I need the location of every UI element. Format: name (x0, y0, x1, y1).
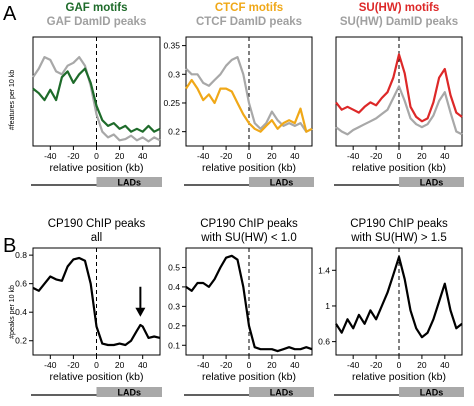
series-line (185, 254, 313, 353)
chart-title: SU(HW) motifs (359, 2, 440, 14)
x-tick-label: 40 (440, 151, 450, 161)
x-tick-label: 20 (115, 360, 125, 370)
x-tick-label: -40 (347, 151, 360, 161)
x-tick-label: 40 (138, 151, 148, 161)
lads-box (249, 177, 314, 187)
series-line (32, 256, 161, 347)
lads-label: LADs (117, 388, 141, 398)
series-line (185, 78, 313, 133)
x-tick-label: 0 (397, 151, 402, 161)
x-tick-label: 0 (94, 360, 99, 370)
x-tick-label: 40 (440, 360, 450, 370)
lads-label: LADs (117, 178, 141, 188)
chart-ctcf: CTCF motifs CTCF DamID peaks -40 -20 0 20 40 0.… (163, 2, 314, 188)
x-tick-label: -20 (220, 151, 233, 161)
chart-subtitle: SU(HW) DamID peaks (340, 16, 458, 28)
chart-subtitle: with SU(HW) < 1.0 (200, 232, 297, 244)
y-tick-label: 0.6 (318, 337, 330, 347)
x-tick-label: -20 (220, 360, 233, 370)
y-tick-label: 0.2 (168, 127, 180, 137)
series-line (32, 67, 161, 133)
chart-title: CTCF motifs (215, 2, 283, 14)
y-tick-label: 0.2 (15, 336, 27, 346)
series-line (32, 55, 161, 143)
series-line (335, 255, 463, 339)
x-tick-label: 40 (138, 360, 148, 370)
x-tick-label: 40 (290, 360, 300, 370)
x-tick-label: 40 (290, 151, 300, 161)
x-tick-label: 0 (247, 151, 252, 161)
x-axis-label: relative position (kb) (202, 162, 296, 174)
chart-cp190-suhw-gt: CP190 ChIP peaks with SU(HW) > 1.5 -40 -20 0… (318, 218, 464, 398)
x-tick-label: 0 (94, 151, 99, 161)
chart-suhw: SU(HW) motifs SU(HW) DamID peaks -40 -20 0 20… (334, 2, 464, 188)
chart-title: CP190 ChIP peaks (48, 218, 146, 230)
chart-title: CP190 ChIP peaks (200, 218, 298, 230)
x-tick-label: -40 (197, 151, 210, 161)
chart-cp190-all: CP190 ChIP peaks all -40 -20 0 20 40 0.2 0.4 0.6 0… (15, 218, 162, 398)
chart-title: GAF motifs (66, 2, 128, 14)
x-tick-label: -20 (67, 151, 80, 161)
y-axis-label-a: #features per 10 kb (9, 70, 16, 130)
y-tick-label: 0.3 (168, 301, 180, 311)
y-tick-label: 0.25 (163, 98, 180, 108)
y-tick-label: 0.2 (168, 321, 180, 331)
y-tick-label: 1.4 (318, 265, 330, 275)
lads-label: LADs (420, 388, 444, 398)
chart-subtitle: with SU(HW) > 1.5 (350, 232, 447, 244)
x-tick-label: -40 (197, 360, 210, 370)
x-tick-label: -40 (44, 151, 57, 161)
x-tick-label: -40 (347, 360, 360, 370)
x-tick-label: 0 (397, 360, 402, 370)
y-tick-label: 0.4 (15, 307, 27, 317)
y-axis-label-b: #peaks per 10 kb (9, 285, 16, 339)
x-axis-label: relative position (kb) (352, 371, 446, 383)
lads-box (96, 177, 162, 187)
x-tick-label: 20 (417, 151, 427, 161)
y-tick-label: 0.3 (168, 69, 180, 79)
y-tick-label: 0.1 (168, 340, 180, 350)
x-tick-label: 20 (115, 151, 125, 161)
x-axis-label: relative position (kb) (202, 371, 296, 383)
x-tick-label: 20 (267, 151, 277, 161)
x-tick-label: -20 (370, 151, 383, 161)
lads-label: LADs (420, 178, 444, 188)
down-arrow-icon (135, 286, 146, 317)
chart-cp190-suhw-lt: CP190 ChIP peaks with SU(HW) < 1.0 -40 -20 0… (168, 218, 314, 398)
y-tick-label: 0.4 (168, 282, 180, 292)
series-line (185, 55, 313, 133)
chart-subtitle: all (91, 232, 103, 244)
lads-box (249, 387, 314, 397)
y-tick-label: 0.6 (15, 279, 27, 289)
x-tick-label: -40 (44, 360, 57, 370)
series-line (335, 85, 463, 136)
x-tick-label: -20 (370, 360, 383, 370)
x-axis-label: relative position (kb) (50, 162, 144, 174)
lads-box (96, 387, 162, 397)
x-tick-label: -20 (67, 360, 80, 370)
x-axis-label: relative position (kb) (352, 162, 446, 174)
panel-letter-a: A (3, 3, 17, 25)
panel-letter-b: B (3, 235, 16, 257)
x-axis-label: relative position (kb) (50, 371, 144, 383)
x-tick-label: 0 (247, 360, 252, 370)
series-line (335, 53, 463, 123)
y-tick-label: 1 (325, 301, 330, 311)
lads-label: LADs (270, 388, 294, 398)
x-tick-label: 20 (417, 360, 427, 370)
x-tick-label: 20 (267, 360, 277, 370)
chart-title: CP190 ChIP peaks (350, 218, 448, 230)
lads-box (399, 387, 464, 397)
lads-box (399, 177, 464, 187)
chart-subtitle: GAF DamID peaks (47, 16, 147, 28)
lads-label: LADs (270, 178, 294, 188)
chart-subtitle: CTCF DamID peaks (196, 16, 302, 28)
y-tick-label: 0.5 (168, 262, 180, 272)
y-tick-label: 0.35 (163, 41, 180, 51)
chart-gaf: GAF motifs GAF DamID peaks -40 -20 0 20 40rela… (31, 2, 162, 188)
y-tick-label: 0.8 (15, 250, 27, 260)
